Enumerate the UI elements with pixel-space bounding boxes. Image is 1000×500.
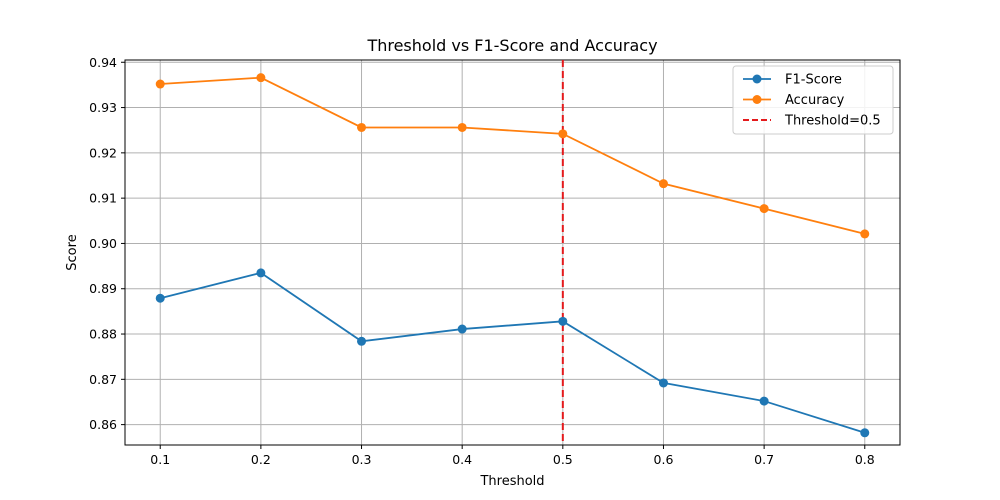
y-tick-label-4: 0.90	[89, 236, 117, 251]
y-tick-label-0: 0.86	[89, 417, 117, 432]
x-tick-label-0: 0.1	[150, 452, 170, 467]
y-axis-label: Score	[65, 234, 80, 270]
data-point-f1-score-5	[658, 378, 668, 388]
x-tick-label-4: 0.5	[553, 452, 573, 467]
data-point-f1-score-3	[457, 324, 467, 334]
series-layer	[155, 60, 870, 445]
legend-box	[732, 65, 894, 135]
data-point-accuracy-2	[357, 122, 367, 132]
x-tick-label-6: 0.7	[754, 452, 774, 467]
legend-marker-f1-score	[752, 74, 762, 84]
x-axis-label: Threshold	[479, 474, 544, 489]
legend-label-threshold-0-5: Threshold=0.5	[784, 114, 881, 129]
y-tick-label-7: 0.93	[89, 100, 117, 115]
data-point-accuracy-1	[256, 73, 266, 83]
x-tick-label-5: 0.6	[654, 452, 674, 467]
data-point-f1-score-7	[860, 428, 870, 438]
series-line-accuracy	[160, 76, 865, 235]
grid-layer	[125, 60, 900, 445]
series-line-f1-score	[160, 271, 866, 434]
y-tick-label-8: 0.94	[89, 55, 117, 70]
data-point-accuracy-7	[860, 229, 870, 239]
y-tick-label-3: 0.89	[89, 281, 117, 296]
data-point-f1-score-0	[155, 293, 165, 303]
y-tick-label-6: 0.92	[89, 145, 117, 160]
chart-title: Threshold vs F1-Score and Accuracy	[366, 36, 657, 55]
legend: F1-Score Accuracy Threshold=0.5	[732, 65, 894, 135]
data-point-accuracy-3	[457, 122, 467, 132]
data-point-accuracy-5	[658, 179, 668, 189]
plot-frame	[124, 59, 901, 446]
y-tick-label-5: 0.91	[89, 191, 117, 206]
data-point-f1-score-2	[357, 336, 367, 346]
x-tick-label-3: 0.4	[452, 452, 472, 467]
y-tick-label-1: 0.87	[89, 372, 117, 387]
x-tick-label-2: 0.3	[352, 452, 372, 467]
data-point-f1-score-6	[759, 396, 769, 406]
data-point-accuracy-4	[558, 129, 568, 139]
data-point-f1-score-1	[256, 268, 266, 278]
y-tick-label-2: 0.88	[89, 327, 117, 342]
data-point-f1-score-4	[558, 316, 568, 326]
x-tick-label-7: 0.8	[855, 452, 875, 467]
x-tick-label-1: 0.2	[251, 452, 271, 467]
data-point-accuracy-6	[759, 204, 769, 214]
axes-layer: 0.1 0.2 0.3 0.4 0.5 0.6 0.7 0.8 0.86 0.87 0.88 0.89…	[89, 55, 901, 467]
legend-marker-accuracy	[752, 95, 762, 104]
legend-label-accuracy: Accuracy	[785, 93, 845, 108]
legend-label-f1-score: F1-Score	[785, 73, 842, 88]
data-point-accuracy-0	[155, 79, 165, 89]
